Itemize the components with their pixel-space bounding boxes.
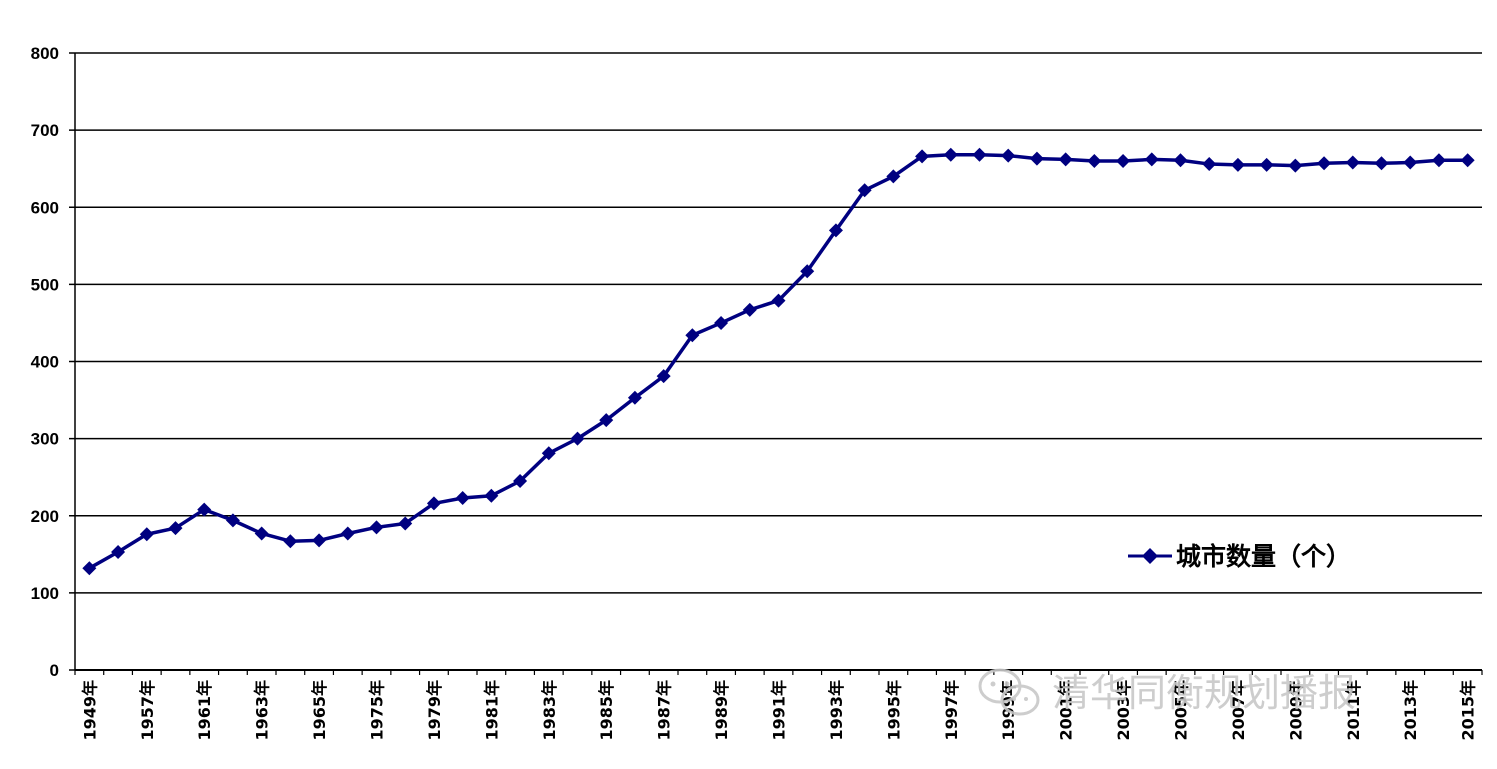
data-point-marker [828,223,843,238]
data-point-marker [1029,151,1044,166]
x-tick-label: 2001年 [1057,680,1076,741]
y-tick-label: 400 [31,353,59,372]
data-point-marker [570,431,585,446]
x-tick-label: 1961年 [195,680,214,741]
legend: 城市数量（个） [1128,542,1351,571]
data-point-marker [1317,156,1332,171]
data-point-marker [742,302,757,317]
data-point-marker [857,183,872,198]
x-tick-label: 1963年 [253,680,272,741]
data-point-marker [1403,155,1418,170]
wechat-icon [978,668,1040,716]
y-tick-label: 200 [31,507,59,526]
data-point-marker [369,520,384,535]
data-point-marker [1230,157,1245,172]
y-tick-label: 800 [31,44,59,63]
x-tick-label: 1979年 [425,680,444,741]
gridlines [75,52,1482,594]
data-point-marker [139,527,154,542]
y-tick-label: 0 [50,661,59,680]
data-point-marker [1144,152,1159,167]
x-tick-label: 2009年 [1286,680,1305,741]
legend-label: 城市数量（个） [1176,542,1351,571]
x-tick-label: 2003年 [1114,680,1133,741]
x-tick-label: 1965年 [310,680,329,741]
data-point-marker [714,315,729,330]
data-point-marker [168,521,183,536]
data-point-marker [1288,158,1303,173]
data-point-marker [541,446,556,461]
data-point-marker [513,474,528,489]
y-axis: 0 100 200 300 400 500 600 700 800 [31,44,76,680]
data-point-marker [915,149,930,164]
data-point-marker [1259,157,1274,172]
data-point-marker [599,413,614,428]
watermark: 清华同衡规划播报 [978,668,1356,716]
x-tick-label: 1989年 [712,680,731,741]
data-point-marker [800,264,815,279]
data-point-marker [398,516,413,531]
y-tick-label: 600 [31,198,59,217]
x-tick-label: 2013年 [1401,680,1420,741]
data-point-marker [656,369,671,384]
x-tick-label: 2005年 [1172,680,1191,741]
x-tick-label: 1983年 [540,680,559,741]
data-point-marker [886,169,901,184]
data-point-marker [283,534,298,549]
data-point-marker [1058,152,1073,167]
data-point-marker [1202,157,1217,172]
series-city-count [82,147,1475,576]
data-point-marker [1001,148,1016,163]
x-tick-label: 1987年 [655,680,674,741]
data-point-marker [426,496,441,511]
watermark-text: 清华同衡规划播报 [1052,671,1356,715]
data-point-marker [1173,153,1188,168]
x-tick-label: 1985年 [597,680,616,741]
y-tick-label: 500 [31,275,59,294]
x-tick-label: 1993年 [827,680,846,741]
x-tick-label: 1975年 [368,680,387,741]
data-point-marker [1431,153,1446,168]
data-point-marker [972,147,987,162]
x-axis: 1949年 1957年 1961年 1963年 1965年 1975年 1979年 1981年… [74,669,1483,741]
x-tick-label: 1981年 [482,680,501,741]
x-tick-label: 2007年 [1229,680,1248,741]
data-point-marker [1374,156,1389,171]
data-point-marker [1116,153,1131,168]
x-tick-label: 1995年 [884,680,903,741]
data-point-marker [82,561,97,576]
data-point-marker [197,502,212,517]
data-point-marker [627,390,642,405]
data-point-marker [771,293,786,308]
data-point-marker [455,491,470,506]
data-point-marker [484,488,499,503]
data-point-marker [312,533,327,548]
y-tick-label: 300 [31,430,59,449]
data-point-marker [943,147,958,162]
data-point-marker [685,328,700,343]
x-tick-label: 1949年 [80,680,99,741]
x-tick-label: 1957年 [138,680,157,741]
y-tick-label: 700 [31,121,59,140]
data-point-marker [254,526,269,541]
data-point-marker [111,544,126,559]
x-tick-label: 1991年 [770,680,789,741]
data-point-marker [340,526,355,541]
x-tick-label: 1997年 [942,680,961,741]
x-tick-label: 2011年 [1344,680,1363,741]
data-point-marker [1460,153,1475,168]
x-tick-label: 2015年 [1459,680,1478,741]
data-point-marker [225,513,240,528]
legend-marker [1142,548,1158,564]
y-tick-label: 100 [31,584,59,603]
data-point-marker [1087,153,1102,168]
data-point-marker [1345,155,1360,170]
